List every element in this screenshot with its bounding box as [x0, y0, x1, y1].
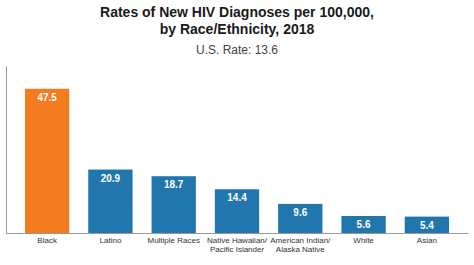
data-label: 20.9 — [101, 173, 121, 184]
x-tick-label: White — [353, 236, 374, 245]
subtitle: U.S. Rate: 13.6 — [196, 43, 278, 57]
x-tick-label: Asian — [417, 236, 437, 245]
data-labels: 47.5 20.9 18.7 14.4 9.6 5.6 5.4 — [37, 92, 434, 231]
x-axis-line — [7, 233, 469, 234]
x-tick: White — [353, 233, 374, 245]
x-tick: Native Hawaiian/Pacific Islander — [207, 233, 268, 254]
plot: 47.5 20.9 18.7 14.4 9.6 5.6 5.4 Black Latino Mult… — [7, 67, 469, 254]
data-label: 5.4 — [420, 220, 434, 231]
y-axis — [6, 67, 7, 234]
x-tick: Latino — [100, 233, 122, 245]
bar — [278, 204, 322, 233]
bar — [341, 216, 385, 233]
x-tick-label: Latino — [100, 236, 122, 245]
x-tick: Black — [37, 233, 58, 245]
x-tick-label: American Indian/Alaska Native — [270, 236, 331, 254]
x-tick-label: Multiple Races — [147, 236, 199, 245]
x-tick: Asian — [417, 233, 437, 245]
x-axis: Black Latino Multiple Races Native Hawaiian… — [7, 233, 469, 254]
bar — [25, 89, 69, 233]
x-tick-label: Black — [37, 236, 58, 245]
bar — [405, 217, 449, 233]
bar — [88, 170, 132, 233]
bars — [25, 89, 449, 233]
data-label: 18.7 — [164, 179, 184, 190]
data-label: 9.6 — [293, 207, 307, 218]
data-label: 14.4 — [227, 192, 247, 203]
bar — [152, 176, 196, 233]
x-tick: American Indian/Alaska Native — [270, 233, 331, 254]
x-tick-label: Native Hawaiian/Pacific Islander — [207, 236, 268, 254]
data-label: 47.5 — [37, 92, 57, 103]
bar — [215, 189, 259, 233]
data-label: 5.6 — [357, 219, 371, 230]
y-axis-line — [6, 67, 7, 234]
title: Rates of New HIV Diagnoses per 100,000,b… — [100, 4, 374, 37]
x-tick: Multiple Races — [147, 233, 199, 245]
chart: Rates of New HIV Diagnoses per 100,000,b… — [0, 0, 474, 265]
